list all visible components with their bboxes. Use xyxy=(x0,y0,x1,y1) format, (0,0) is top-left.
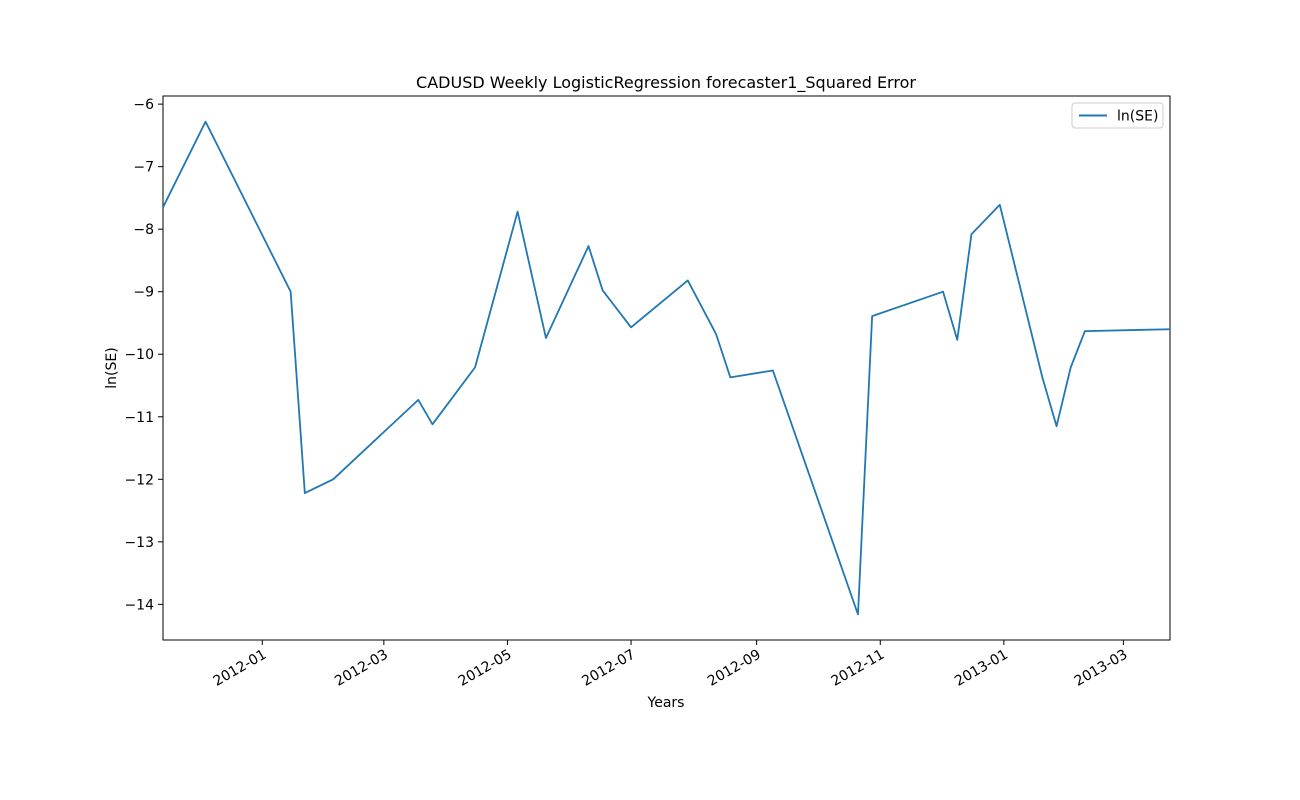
x-axis: 2012-01 2012-03 2012-05 2012-07 2012-09 2012-… xyxy=(211,640,1131,690)
x-tick-label: 2013-03 xyxy=(1072,647,1131,690)
x-axis-label: Years xyxy=(647,695,685,711)
plot-frame xyxy=(162,95,1171,641)
y-axis-label: ln(SE) xyxy=(104,347,120,388)
legend-label: ln(SE) xyxy=(1117,109,1158,125)
y-tick-label: −9 xyxy=(133,285,154,301)
y-tick-label: −12 xyxy=(124,472,154,488)
x-tick-label: 2012-11 xyxy=(829,647,888,690)
x-tick-label: 2012-05 xyxy=(456,647,515,690)
y-axis: −6 −7 −8 −9 −10 −11 −12 −13 −14 xyxy=(124,97,163,613)
series-layer xyxy=(163,120,1170,616)
legend-box xyxy=(1071,102,1164,129)
x-tick-label: 2012-01 xyxy=(211,647,270,690)
legend: ln(SE) xyxy=(1071,102,1164,129)
y-tick-label: −10 xyxy=(124,347,154,363)
y-tick-label: −7 xyxy=(133,160,154,176)
x-tick-label: 2013-01 xyxy=(952,647,1011,690)
x-tick-label: 2012-03 xyxy=(332,647,391,690)
chart-title: CADUSD Weekly LogisticRegression forecas… xyxy=(416,73,916,93)
plot-area xyxy=(162,95,1171,641)
y-tick-label: −6 xyxy=(133,97,154,113)
y-tick-label: −13 xyxy=(124,535,154,551)
x-tick-label: 2012-09 xyxy=(705,647,764,690)
series-line xyxy=(163,120,1170,616)
y-tick-label: −11 xyxy=(124,410,154,426)
x-tick-label: 2012-07 xyxy=(579,647,638,690)
y-tick-label: −8 xyxy=(133,222,154,238)
y-tick-label: −14 xyxy=(124,597,154,613)
